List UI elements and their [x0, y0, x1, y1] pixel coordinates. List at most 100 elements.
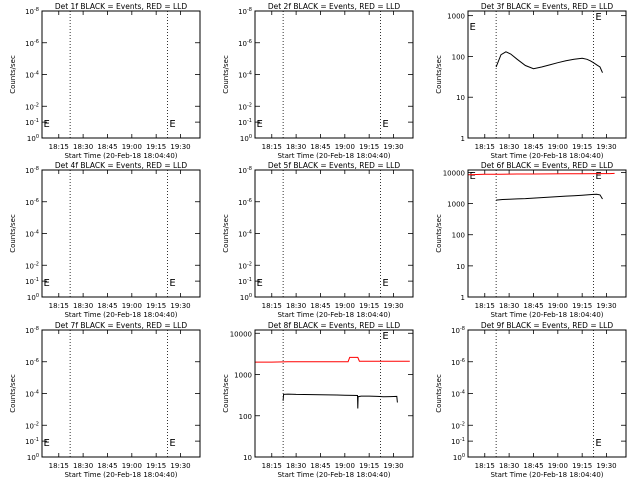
y-tick-label: 1000 [447, 201, 465, 209]
x-tick-label: 19:30 [170, 302, 190, 310]
event-marker-e: E [257, 119, 263, 130]
series-events-line [495, 51, 603, 73]
x-tick-label: 19:30 [383, 462, 403, 470]
event-marker-e: E [44, 438, 50, 449]
x-axis-label: Start Time (20-Feb-18 18:04:40) [490, 311, 603, 319]
panel-title: Det 8f BLACK = Events, RED = LLD [268, 321, 401, 330]
event-marker-e: E [595, 12, 601, 23]
y-tick-label: 10-1 [238, 277, 252, 286]
panel-det-8: Det 8f BLACK = Events, RED = LLD 18:15 18:… [222, 321, 414, 479]
x-tick-label: 18:15 [475, 462, 495, 470]
plot-frame [41, 10, 201, 139]
x-tick-label: 19:30 [596, 302, 616, 310]
event-marker-e: E [470, 22, 476, 33]
panel-title: Det 5f BLACK = Events, RED = LLD [268, 161, 401, 170]
panel-det-1: Det 1f BLACK = Events, RED = LLD 18:15 18:… [9, 2, 201, 160]
x-tick-label: 18:45 [523, 462, 543, 470]
x-axis-label: Start Time (20-Feb-18 18:04:40) [490, 471, 603, 479]
y-tick-label: 10-2 [25, 421, 39, 430]
panel-title: Det 7f BLACK = Events, RED = LLD [55, 321, 188, 330]
y-tick-label: 100 [240, 134, 252, 143]
y-tick-label: 10-6 [25, 358, 39, 367]
x-tick-label: 19:15 [146, 143, 166, 151]
y-tick-label: 10-2 [25, 102, 39, 111]
y-tick-label: 100 [240, 293, 252, 302]
y-axis-label: Counts/sec [222, 214, 230, 253]
x-tick-label: 18:30 [499, 302, 519, 310]
y-tick-label: 1 [461, 294, 465, 302]
x-tick-label: 19:30 [170, 143, 190, 151]
x-tick-label: 19:15 [572, 462, 592, 470]
y-tick-label: 10-4 [25, 390, 39, 399]
y-tick-label: 1000 [234, 372, 252, 380]
x-tick-label: 19:00 [335, 462, 355, 470]
x-tick-label: 19:15 [572, 143, 592, 151]
y-axis-label: Counts/sec [435, 214, 443, 253]
y-tick-label: 100 [27, 453, 39, 462]
panel-det-4: Det 4f BLACK = Events, RED = LLD 18:15 18:… [9, 161, 201, 319]
y-tick-label: 10-6 [25, 39, 39, 48]
plot-frame [41, 329, 201, 458]
event-marker-e: E [382, 278, 388, 289]
x-tick-label: 18:15 [475, 302, 495, 310]
x-tick-label: 18:15 [262, 302, 282, 310]
x-tick-label: 19:00 [122, 462, 142, 470]
x-tick-label: 18:45 [97, 302, 117, 310]
x-tick-label: 18:30 [286, 143, 306, 151]
y-tick-label: 100 [452, 53, 465, 61]
event-marker-e: E [44, 119, 50, 130]
y-axis-label: Counts/sec [9, 214, 17, 253]
y-tick-label: 10-4 [238, 230, 252, 239]
plot-frame [467, 169, 627, 298]
y-tick-label: 10-1 [25, 277, 39, 286]
y-tick-label: 1000 [447, 13, 465, 21]
y-tick-label: 10 [456, 263, 465, 271]
y-tick-label: 10-8 [25, 326, 39, 335]
x-axis-label: Start Time (20-Feb-18 18:04:40) [277, 152, 390, 160]
y-axis-label: Counts/sec [222, 55, 230, 94]
y-tick-label: 10-4 [25, 230, 39, 239]
event-marker-e: E [169, 438, 175, 449]
x-tick-label: 19:00 [548, 462, 568, 470]
event-marker-e: E [382, 331, 388, 342]
y-tick-label: 10-8 [238, 7, 252, 16]
y-tick-label: 10-2 [25, 261, 39, 270]
x-tick-label: 19:15 [359, 143, 379, 151]
y-axis-label: Counts/sec [9, 55, 17, 94]
event-marker-e: E [169, 278, 175, 289]
panel-det-2: Det 2f BLACK = Events, RED = LLD 18:15 18:… [222, 2, 414, 160]
event-marker-e: E [595, 171, 601, 182]
x-axis-label: Start Time (20-Feb-18 18:04:40) [64, 471, 177, 479]
x-tick-label: 19:00 [548, 302, 568, 310]
y-axis-label: Counts/sec [435, 374, 443, 413]
x-tick-label: 18:30 [499, 143, 519, 151]
y-tick-label: 10-6 [25, 198, 39, 207]
y-tick-label: 10-1 [25, 437, 39, 446]
y-axis-label: Counts/sec [222, 374, 230, 413]
x-tick-label: 19:30 [596, 143, 616, 151]
x-tick-label: 19:30 [170, 462, 190, 470]
panel-det-5: Det 5f BLACK = Events, RED = LLD 18:15 18:… [222, 161, 414, 319]
plot-frame [467, 10, 627, 139]
x-tick-label: 18:45 [97, 143, 117, 151]
y-tick-label: 10-2 [238, 102, 252, 111]
y-tick-label: 10000 [230, 330, 252, 338]
y-tick-label: 10-4 [238, 71, 252, 80]
x-tick-label: 18:45 [97, 462, 117, 470]
series-events-line [282, 393, 398, 409]
y-tick-label: 10 [456, 94, 465, 102]
x-tick-label: 19:15 [146, 462, 166, 470]
y-tick-label: 10-6 [451, 358, 465, 367]
y-tick-label: 10-6 [238, 39, 252, 48]
x-tick-label: 18:15 [262, 143, 282, 151]
y-tick-label: 10-2 [451, 421, 465, 430]
y-tick-label: 10 [243, 454, 252, 462]
x-tick-label: 19:30 [596, 462, 616, 470]
panel-det-6: Det 6f BLACK = Events, RED = LLD 18:15 18:… [435, 161, 627, 319]
y-tick-label: 10-4 [451, 390, 465, 399]
y-tick-label: 10-8 [451, 326, 465, 335]
panel-title: Det 4f BLACK = Events, RED = LLD [55, 161, 188, 170]
y-tick-label: 10-4 [25, 71, 39, 80]
y-tick-label: 10-8 [25, 166, 39, 175]
